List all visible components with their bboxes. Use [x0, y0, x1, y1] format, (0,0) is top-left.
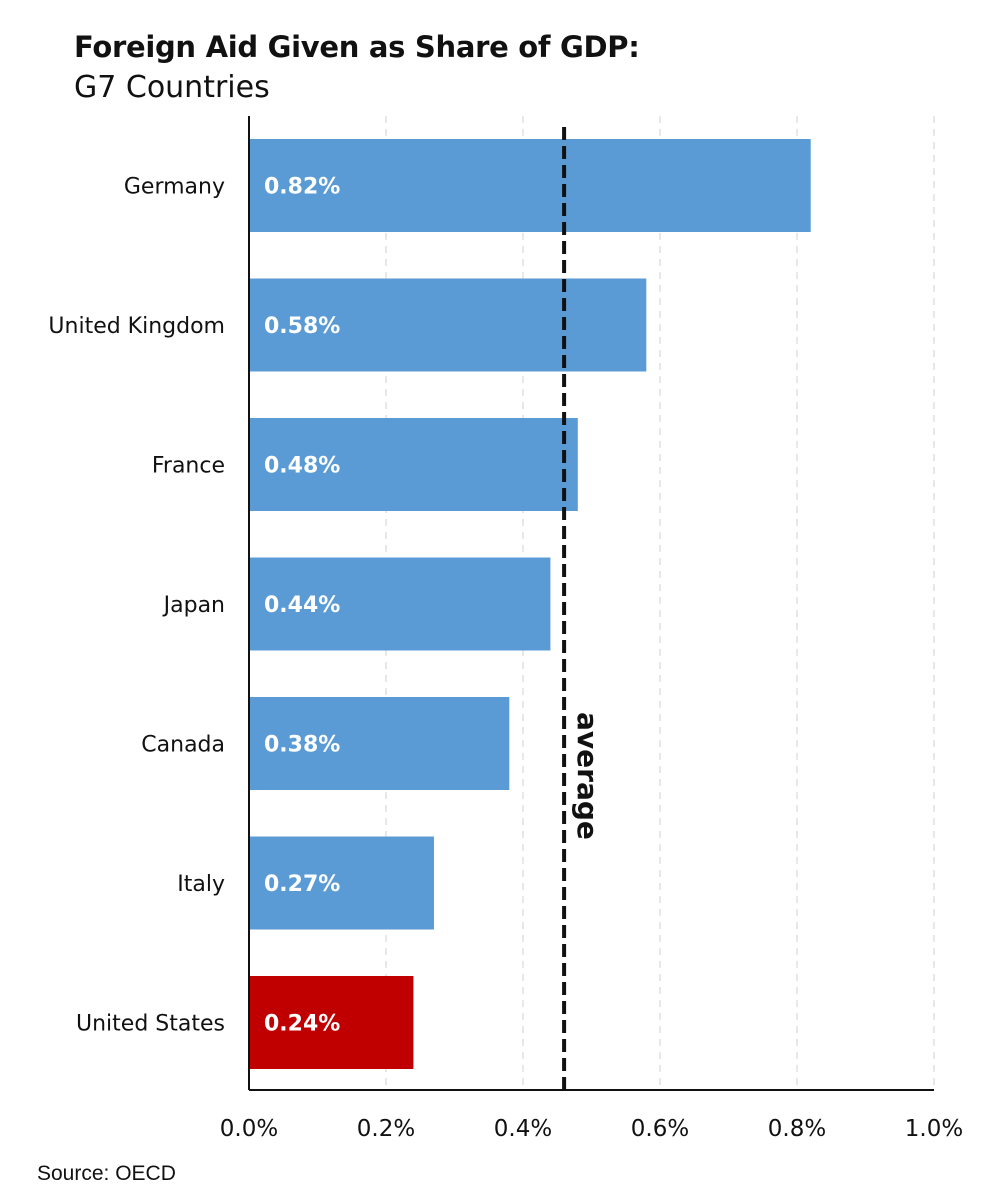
bar — [249, 836, 434, 930]
category-label: Canada — [141, 733, 225, 758]
reference-layer: average — [562, 127, 604, 1090]
category-label: Japan — [162, 593, 225, 618]
bar — [249, 697, 510, 790]
bar-value-label: 0.58% — [264, 314, 340, 339]
x-tick-label: 0.8% — [768, 1116, 826, 1142]
bar — [249, 418, 578, 511]
x-tick-label: 0.0% — [220, 1116, 278, 1142]
x-tick-label: 0.2% — [357, 1116, 415, 1142]
category-label: Italy — [177, 872, 225, 897]
average-label: average — [571, 712, 604, 840]
bar — [249, 976, 414, 1069]
bar-value-label: 0.82% — [264, 175, 340, 200]
bar-value-label: 0.27% — [264, 872, 340, 897]
bar — [249, 278, 647, 372]
bar — [249, 139, 811, 232]
category-label: France — [152, 454, 225, 479]
bar-value-label: 0.24% — [264, 1012, 340, 1037]
axis-layer: Germany United Kingdom France Japan Canada It… — [48, 116, 963, 1142]
x-tick-label: 0.6% — [631, 1116, 689, 1142]
bar-value-label: 0.44% — [264, 593, 340, 618]
category-label: United States — [76, 1012, 225, 1037]
bar — [249, 557, 551, 651]
bar-value-label: 0.48% — [264, 454, 340, 479]
x-tick-label: 0.4% — [494, 1116, 552, 1142]
chart-title: Foreign Aid Given as Share of GDP: — [74, 30, 640, 64]
bars-layer: 0.82% 0.58% 0.48% 0.44% 0.38% 0.27% 0.24% — [249, 139, 811, 1069]
category-label: United Kingdom — [48, 314, 225, 339]
chart-subtitle: G7 Countries — [74, 70, 270, 105]
x-tick-label: 1.0% — [905, 1116, 963, 1142]
category-label: Germany — [124, 175, 225, 200]
source-note: Source: OECD — [37, 1162, 176, 1185]
bar-value-label: 0.38% — [264, 733, 340, 758]
